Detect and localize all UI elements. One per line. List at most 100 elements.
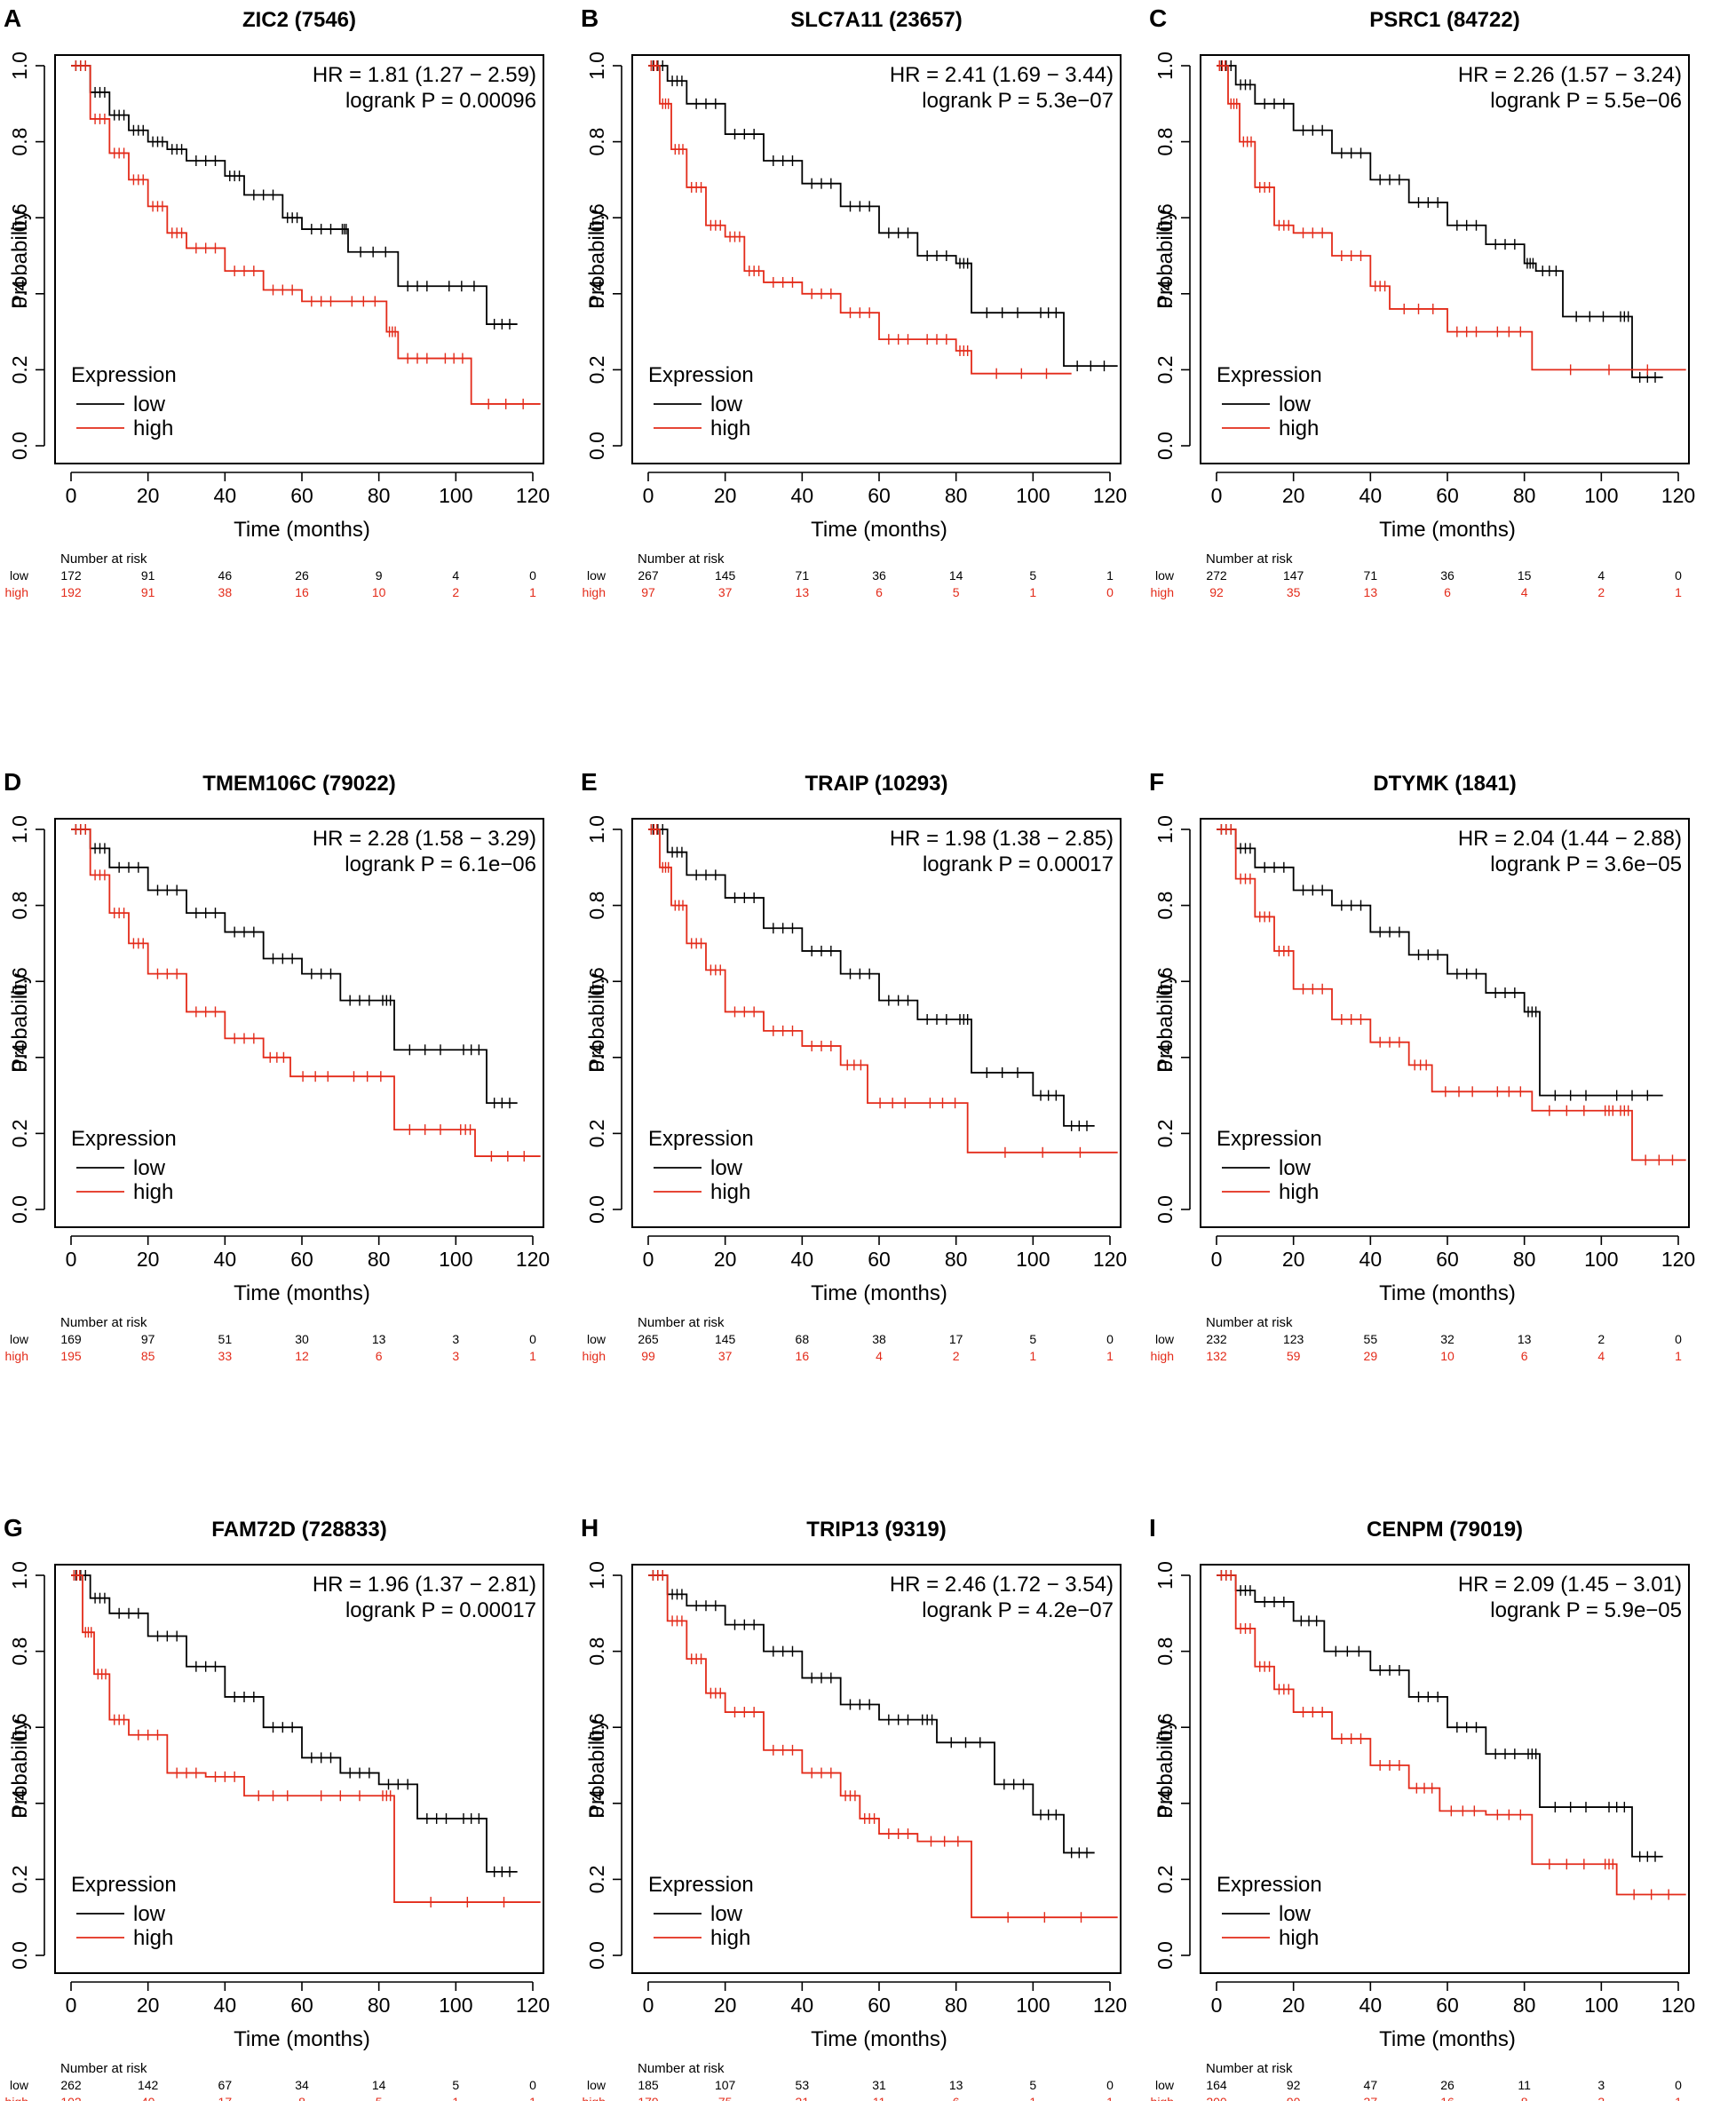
x-tick-label: 60 bbox=[1436, 1994, 1459, 2017]
risk-count-high: 13 bbox=[796, 585, 810, 599]
risk-count-high: 33 bbox=[218, 1349, 233, 1363]
risk-row-label-low: low bbox=[587, 568, 606, 583]
legend-label-low: low bbox=[133, 392, 166, 416]
risk-count-low: 15 bbox=[1518, 568, 1532, 583]
hazard-ratio-text: HR = 2.28 (1.58 − 3.29) bbox=[313, 827, 536, 851]
risk-count-high: 16 bbox=[295, 585, 309, 599]
y-tick-label: 0.4 bbox=[1153, 1789, 1177, 1818]
risk-count-high: 1 bbox=[1675, 2095, 1682, 2101]
risk-table-title: Number at risk bbox=[60, 1315, 147, 1330]
y-axis-label: Probability bbox=[8, 1719, 32, 1819]
x-axis-label: Time (months) bbox=[1379, 1281, 1516, 1305]
risk-row-label-high: high bbox=[1151, 2095, 1174, 2101]
x-tick-label: 80 bbox=[945, 1994, 968, 2017]
risk-count-high: 97 bbox=[641, 585, 655, 599]
risk-count-low: 0 bbox=[1106, 2078, 1114, 2092]
risk-count-low: 13 bbox=[372, 1332, 386, 1346]
risk-count-low: 4 bbox=[1597, 568, 1605, 583]
x-tick-label: 100 bbox=[1016, 1994, 1050, 2017]
risk-count-low: 164 bbox=[1206, 2078, 1227, 2092]
risk-count-low: 55 bbox=[1364, 1332, 1378, 1346]
risk-table-title: Number at risk bbox=[1206, 1315, 1293, 1330]
x-tick-label: 20 bbox=[137, 1248, 160, 1271]
y-tick-label: 1.0 bbox=[1153, 815, 1177, 844]
x-tick-label: 0 bbox=[643, 484, 654, 507]
legend-label-high: high bbox=[1279, 1926, 1319, 1950]
x-tick-label: 80 bbox=[368, 1994, 391, 2017]
risk-count-low: 185 bbox=[638, 2078, 659, 2092]
logrank-p-text: logrank P = 0.00096 bbox=[345, 89, 536, 113]
risk-table-title: Number at risk bbox=[1206, 2061, 1293, 2076]
survival-curve-high bbox=[1217, 65, 1686, 371]
x-tick-label: 20 bbox=[714, 1994, 737, 2017]
y-tick-label: 1.0 bbox=[585, 1561, 608, 1590]
risk-count-high: 11 bbox=[873, 2095, 886, 2101]
legend-title: Expression bbox=[1217, 363, 1322, 387]
risk-count-low: 46 bbox=[218, 568, 233, 583]
risk-row-label-high: high bbox=[5, 1349, 28, 1363]
y-tick-label: 0.4 bbox=[585, 1043, 608, 1072]
y-tick-label: 0.0 bbox=[585, 432, 608, 460]
risk-count-low: 14 bbox=[949, 568, 963, 583]
risk-count-high: 37 bbox=[718, 1349, 733, 1363]
risk-count-high: 1 bbox=[1029, 1349, 1036, 1363]
panel-title: CENPM (79019) bbox=[1367, 1518, 1523, 1542]
x-tick-label: 20 bbox=[137, 484, 160, 507]
panel-title: TRIP13 (9319) bbox=[806, 1518, 946, 1542]
risk-count-high: 5 bbox=[953, 585, 960, 599]
x-axis-label: Time (months) bbox=[1379, 518, 1516, 542]
risk-count-low: 5 bbox=[1029, 1332, 1036, 1346]
x-tick-label: 40 bbox=[214, 1994, 237, 2017]
risk-count-high: 85 bbox=[141, 1349, 155, 1363]
x-tick-label: 100 bbox=[439, 1248, 472, 1271]
risk-count-low: 0 bbox=[1106, 1332, 1114, 1346]
y-axis-label: Probability bbox=[585, 1719, 609, 1819]
risk-count-high: 1 bbox=[1029, 585, 1036, 599]
y-axis-label: Probability bbox=[8, 973, 32, 1073]
y-tick-label: 0.2 bbox=[8, 355, 31, 384]
legend-label-low: low bbox=[133, 1156, 166, 1180]
panel-letter: C bbox=[1149, 4, 1167, 32]
x-tick-label: 100 bbox=[1584, 1248, 1618, 1271]
logrank-p-text: logrank P = 5.5e−06 bbox=[1490, 89, 1682, 113]
plot-frame bbox=[1200, 54, 1690, 464]
legend-label-high: high bbox=[133, 1926, 173, 1950]
risk-count-low: 145 bbox=[715, 568, 736, 583]
x-tick-label: 100 bbox=[1584, 484, 1618, 507]
y-tick-label: 0.6 bbox=[585, 1713, 608, 1741]
risk-count-high: 59 bbox=[1287, 1349, 1301, 1363]
risk-count-high: 1 bbox=[1675, 1349, 1682, 1363]
risk-row-label-low: low bbox=[10, 2078, 29, 2092]
risk-count-high: 40 bbox=[141, 2095, 155, 2101]
survival-curve-low bbox=[648, 65, 1118, 368]
risk-count-low: 5 bbox=[1029, 2078, 1036, 2092]
x-tick-label: 20 bbox=[137, 1994, 160, 2017]
y-tick-label: 0.6 bbox=[8, 967, 31, 995]
x-tick-label: 60 bbox=[290, 1994, 313, 2017]
x-tick-label: 60 bbox=[868, 484, 891, 507]
risk-count-low: 71 bbox=[1364, 568, 1378, 583]
risk-table-title: Number at risk bbox=[60, 2061, 147, 2076]
x-tick-label: 120 bbox=[1093, 484, 1127, 507]
risk-count-low: 265 bbox=[638, 1332, 659, 1346]
logrank-p-text: logrank P = 6.1e−06 bbox=[345, 852, 536, 876]
survival-curve-low bbox=[71, 829, 518, 1105]
risk-count-low: 36 bbox=[1440, 568, 1455, 583]
risk-row-label-low: low bbox=[587, 2078, 606, 2092]
hazard-ratio-text: HR = 2.41 (1.69 − 3.44) bbox=[890, 63, 1114, 87]
risk-count-high: 0 bbox=[1106, 585, 1114, 599]
y-tick-label: 0.6 bbox=[8, 1713, 31, 1741]
survival-curve-low bbox=[648, 1574, 1095, 1854]
risk-count-low: 0 bbox=[1675, 1332, 1682, 1346]
legend-label-high: high bbox=[133, 1180, 173, 1204]
legend-label-low: low bbox=[1279, 392, 1312, 416]
risk-count-high: 3 bbox=[452, 1349, 459, 1363]
risk-count-low: 4 bbox=[452, 568, 459, 583]
risk-count-low: 53 bbox=[796, 2078, 810, 2092]
risk-count-high: 1 bbox=[529, 585, 536, 599]
y-tick-label: 0.4 bbox=[585, 280, 608, 308]
risk-count-high: 92 bbox=[1209, 585, 1224, 599]
x-tick-label: 80 bbox=[368, 484, 391, 507]
y-tick-label: 0.4 bbox=[8, 280, 31, 308]
risk-count-high: 6 bbox=[376, 1349, 383, 1363]
